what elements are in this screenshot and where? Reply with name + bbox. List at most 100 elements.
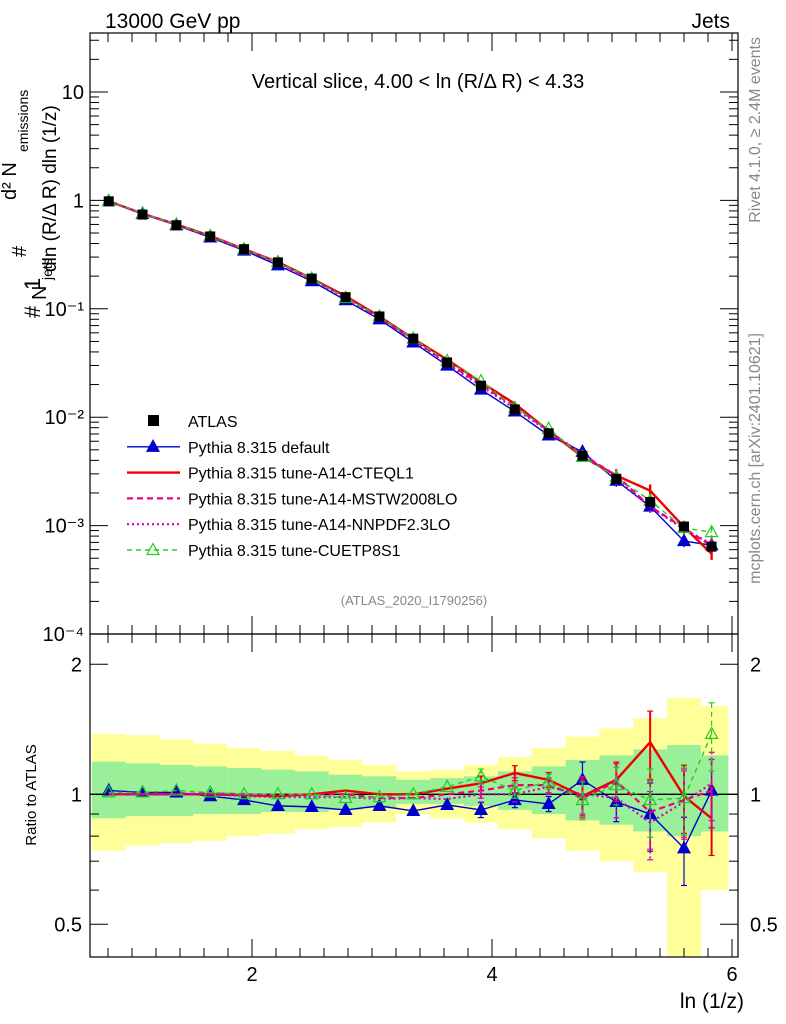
ratio-line-cuetp (108, 733, 713, 801)
ratio-ytick-label-right: 0.5 (750, 914, 778, 936)
legend-label-mstw: Pythia 8.315 tune-A14-MSTW2008LO (188, 491, 457, 508)
legend-entry-mstw: Pythia 8.315 tune-A14-MSTW2008LO (127, 491, 457, 508)
main-point-atlas (577, 450, 588, 461)
ylabel-frac-1: 1 (20, 278, 45, 290)
header-jets: Jets (691, 10, 730, 33)
legend-marker-atlas (148, 415, 159, 426)
legend-entry-cuetp: Pythia 8.315 tune-CUETP8S1 (127, 542, 401, 560)
ratio-point-default (372, 798, 387, 811)
ratio-point-default (676, 840, 692, 854)
ratio-point-cuetp (440, 779, 455, 793)
ratio-point-cuetp (609, 777, 624, 791)
ratio-ytick-label-right: 2 (750, 654, 761, 676)
ratio-point-cuetp (270, 786, 285, 800)
ratio-point-cuetp (676, 790, 692, 804)
legend-label-cteql1: Pythia 8.315 tune-A14-CTEQL1 (188, 466, 414, 483)
main-title: Vertical slice, 4.00 < ln (R/Δ R) < 4.33 (252, 71, 584, 93)
ratio-point-cuetp (406, 786, 421, 800)
main-point-atlas (475, 380, 486, 391)
ylabel-hash-2: # (9, 245, 31, 257)
main-point-atlas (137, 209, 148, 220)
ratio-point-default (473, 802, 488, 816)
main-point-atlas (645, 497, 656, 508)
ratio-panel (90, 698, 738, 957)
ratio-band-inner (227, 768, 261, 815)
main-point-atlas (442, 357, 453, 368)
main-point-atlas (509, 404, 520, 415)
header-energy: 13000 GeV pp (105, 10, 240, 33)
main-point-atlas (171, 220, 182, 231)
ratio-point-cuetp (237, 786, 252, 800)
ratio-point-cuetp (372, 789, 387, 803)
x-axis-label: ln (1/z) (680, 990, 744, 1013)
ratio-ytick-label-left: 1 (71, 784, 82, 806)
ylabel-N: N (29, 286, 51, 300)
main-point-atlas (408, 333, 419, 344)
main-ytick-label: 10 (62, 82, 84, 104)
ratio-xtick-label: 2 (246, 964, 257, 986)
ratio-frame (89, 633, 739, 958)
main-point-atlas (706, 541, 717, 552)
legend: ATLAS Pythia 8.315 default Pythia 8.315 tu… (127, 414, 457, 560)
main-point-atlas (374, 311, 385, 322)
ratio-xtick-label: 4 (486, 964, 497, 986)
main-point-atlas (239, 244, 250, 255)
main-point-atlas (543, 428, 554, 439)
ratio-point-cuetp (203, 784, 218, 798)
main-ytick-label: 10⁻³ (45, 516, 85, 538)
ratio-point-default (270, 798, 285, 811)
mcplots-label: mcplots.cern.ch [arXiv:2401.10621] (747, 333, 764, 584)
legend-label-nnpdf: Pythia 8.315 tune-A14-NNPDF2.3LO (188, 517, 450, 534)
ratio-series-layer (101, 702, 719, 887)
ratio-ytick-label-right: 1 (750, 784, 761, 806)
main-ytick-label: 10⁻⁴ (43, 624, 84, 646)
ratio-point-cuetp (473, 768, 488, 782)
ylabel-emissions: emissions (15, 90, 31, 152)
legend-label-default: Pythia 8.315 default (188, 440, 330, 457)
legend-entry-default: Pythia 8.315 default (127, 439, 330, 457)
ratio-ylabel: Ratio to ATLAS (23, 744, 40, 845)
ratio-point-cuetp (575, 792, 590, 806)
ratio-ytick-label-left: 0.5 (54, 914, 82, 936)
analysis-label: (ATLAS_2020_I1790256) (341, 593, 487, 608)
ratio-point-default (304, 799, 319, 812)
ratio-point-default (338, 802, 353, 816)
main-y-axis-title: # 1 N jets # d² N emissions dln (R/Δ R) … (0, 90, 61, 318)
legend-label-atlas: ATLAS (188, 414, 238, 431)
ratio-point-cuetp (507, 782, 522, 796)
main-point-atlas (103, 196, 114, 207)
ylabel-jets: jets (39, 258, 55, 281)
rivet-label: Rivet 4.1.0, ≥ 2.4M events (747, 37, 764, 223)
main-point-atlas (306, 273, 317, 284)
ratio-point-cuetp (304, 786, 319, 800)
main-point-cuetp (704, 524, 719, 538)
main-ytick-label: 10⁻² (45, 407, 85, 429)
legend-marker-cuetp (145, 542, 161, 556)
ratio-point-cuetp (169, 782, 184, 796)
ratio-point-default (406, 803, 421, 817)
legend-marker-default (145, 439, 161, 452)
legend-entry-atlas: ATLAS (148, 414, 238, 431)
legend-entry-cteql1: Pythia 8.315 tune-A14-CTEQL1 (127, 466, 414, 483)
ratio-xtick-label: 6 (726, 964, 737, 986)
main-point-atlas (679, 521, 689, 532)
main-ytick-label: 1 (73, 190, 84, 212)
ratio-point-cuetp (338, 790, 353, 804)
main-point-atlas (340, 292, 351, 303)
ratio-point-cuetp (101, 784, 116, 798)
ratio-point-cuetp (704, 726, 719, 739)
ratio-point-default (541, 796, 556, 809)
ylabel-numerator: d² N (0, 162, 21, 200)
ratio-point-cuetp (541, 773, 556, 787)
ratio-line-nnpdf (108, 782, 713, 824)
ylabel-den: dln (R/Δ R) dln (1/z) (40, 105, 61, 272)
main-point-atlas (272, 257, 283, 268)
main-ytick-label: 10⁻¹ (45, 299, 85, 321)
main-point-default (676, 533, 692, 547)
ratio-ytick-label-left: 2 (71, 654, 82, 676)
legend-label-cuetp: Pythia 8.315 tune-CUETP8S1 (188, 543, 401, 560)
ratio-point-cuetp (135, 784, 150, 798)
legend-entry-nnpdf: Pythia 8.315 tune-A14-NNPDF2.3LO (127, 517, 450, 534)
ylabel-hash-1: # (20, 305, 45, 318)
